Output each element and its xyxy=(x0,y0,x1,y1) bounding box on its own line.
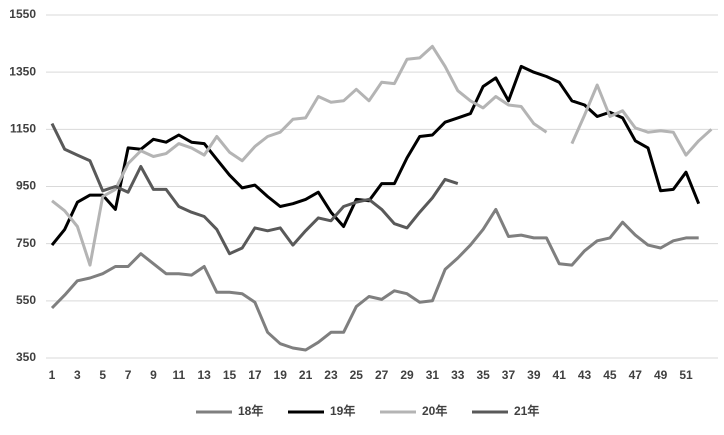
x-tick-label: 3 xyxy=(74,368,81,382)
x-tick-label: 21 xyxy=(299,368,313,382)
x-tick-label: 47 xyxy=(629,368,643,382)
x-tick-label: 37 xyxy=(502,368,516,382)
x-tick-label: 43 xyxy=(578,368,592,382)
x-tick-label: 7 xyxy=(125,368,132,382)
x-tick-label: 39 xyxy=(527,368,541,382)
x-tick-label: 5 xyxy=(99,368,106,382)
x-tick-label: 13 xyxy=(197,368,211,382)
y-tick-label: 1350 xyxy=(9,64,36,78)
x-tick-label: 19 xyxy=(274,368,288,382)
x-tick-label: 9 xyxy=(150,368,157,382)
x-tick-label: 51 xyxy=(679,368,693,382)
y-tick-label: 950 xyxy=(16,179,36,193)
legend-label: 19年 xyxy=(330,403,355,418)
x-tick-label: 45 xyxy=(603,368,617,382)
x-tick-label: 27 xyxy=(375,368,389,382)
x-tick-label: 11 xyxy=(172,368,185,382)
legend-label: 18年 xyxy=(238,403,263,418)
x-tick-label: 33 xyxy=(451,368,465,382)
legend-label: 20年 xyxy=(422,403,447,418)
x-tick-label: 41 xyxy=(553,368,567,382)
x-tick-label: 35 xyxy=(476,368,490,382)
y-tick-label: 750 xyxy=(16,236,36,250)
y-tick-label: 550 xyxy=(16,293,36,307)
series-line xyxy=(50,122,459,256)
legend-label: 21年 xyxy=(514,403,539,418)
x-tick-label: 17 xyxy=(248,368,262,382)
x-tick-label: 1 xyxy=(49,368,56,382)
y-tick-label: 350 xyxy=(16,350,36,364)
y-tick-label: 1150 xyxy=(10,122,36,136)
series-line xyxy=(50,207,699,352)
x-tick-label: 31 xyxy=(426,368,440,382)
x-tick-label: 15 xyxy=(223,368,237,382)
x-tick-label: 49 xyxy=(654,368,668,382)
y-tick-label: 1550 xyxy=(9,7,36,21)
x-tick-label: 25 xyxy=(350,368,364,382)
x-tick-label: 23 xyxy=(324,368,338,382)
series-line xyxy=(51,44,713,267)
series-line xyxy=(50,64,701,247)
x-tick-label: 29 xyxy=(400,368,414,382)
